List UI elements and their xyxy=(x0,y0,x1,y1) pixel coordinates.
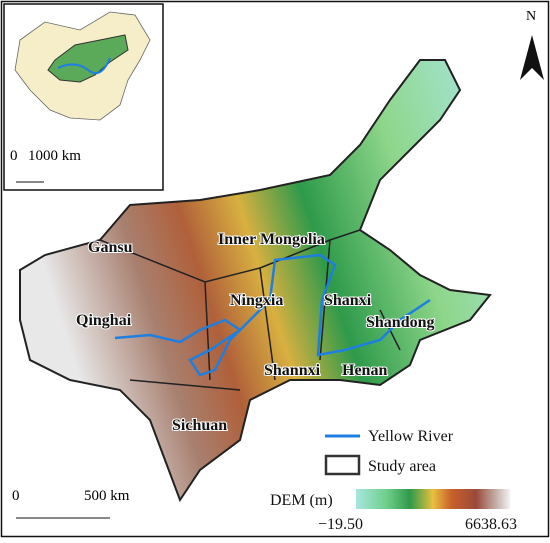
inset-study-area xyxy=(47,34,129,83)
province-label: Sichuan xyxy=(172,417,227,434)
legend-area-swatch xyxy=(324,454,361,476)
province-label: Shanxi xyxy=(324,292,372,309)
province-label: Inner Mongolia xyxy=(218,231,325,248)
north-arrow xyxy=(520,35,544,80)
province-label: Ningxia xyxy=(230,292,283,309)
province-label: Shandong xyxy=(366,314,435,331)
study-area xyxy=(19,59,492,503)
dem-max: 6638.63 xyxy=(465,516,517,533)
yellow-river xyxy=(114,253,431,377)
province-label: Shannxi xyxy=(264,362,321,379)
legend-label: Yellow River xyxy=(368,428,454,445)
inset-river xyxy=(57,57,111,74)
scale-label: 0 xyxy=(12,488,20,504)
province-label: Henan xyxy=(342,362,387,379)
inset-scale-label: 0 xyxy=(10,148,18,164)
scale-label: 500 km xyxy=(84,488,130,504)
legend-label: Study area xyxy=(368,458,436,475)
dem-title: DEM (m) xyxy=(270,492,333,509)
inset-scale-label: 1000 km xyxy=(28,148,81,164)
province-label: Qinghai xyxy=(76,312,132,329)
north-label: N xyxy=(526,9,536,24)
province-label: Gansu xyxy=(88,239,133,256)
province-borders xyxy=(99,229,401,391)
dem-colorbar xyxy=(356,489,510,509)
dem-min: −19.50 xyxy=(318,516,363,533)
